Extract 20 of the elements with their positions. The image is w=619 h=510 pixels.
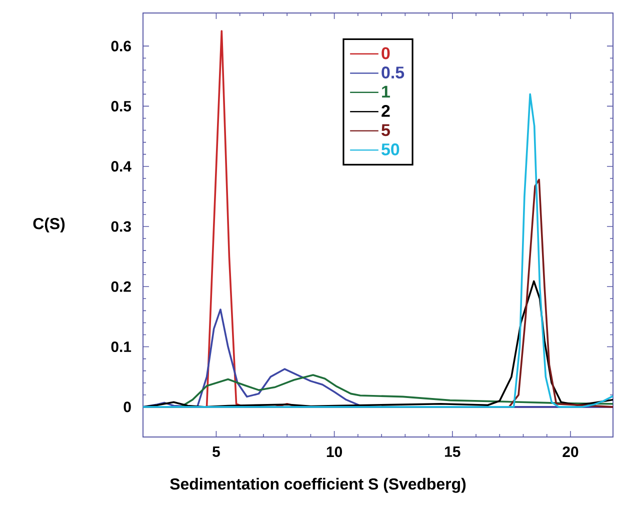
legend-label: 1	[382, 86, 390, 98]
y-tick-label: 0.5	[111, 100, 132, 112]
y-tick-label: 0	[124, 402, 131, 412]
legend-label: 0.5	[382, 66, 404, 79]
x-axis-title: Sedimentation coefficient S (Svedberg)	[170, 478, 466, 493]
legend-label: 0	[382, 47, 390, 60]
legend-label: 5	[382, 124, 390, 136]
x-tick-label: 10	[326, 446, 342, 458]
y-tick-label: 0.3	[111, 221, 131, 232]
x-tick-label: 20	[562, 446, 578, 458]
y-tick-label: 0.4	[111, 161, 132, 172]
line-series	[143, 280, 614, 408]
x-tick-label: 5	[212, 446, 220, 457]
y-tick-label: 0.1	[111, 341, 132, 352]
y-axis-title: C(S)	[33, 218, 65, 232]
x-tick-label: 15	[445, 446, 460, 457]
legend-label: 2	[382, 104, 390, 117]
y-tick-label: 0.2	[111, 281, 131, 292]
y-tick-label: 0.6	[111, 40, 131, 52]
legend-label: 50	[382, 143, 400, 156]
